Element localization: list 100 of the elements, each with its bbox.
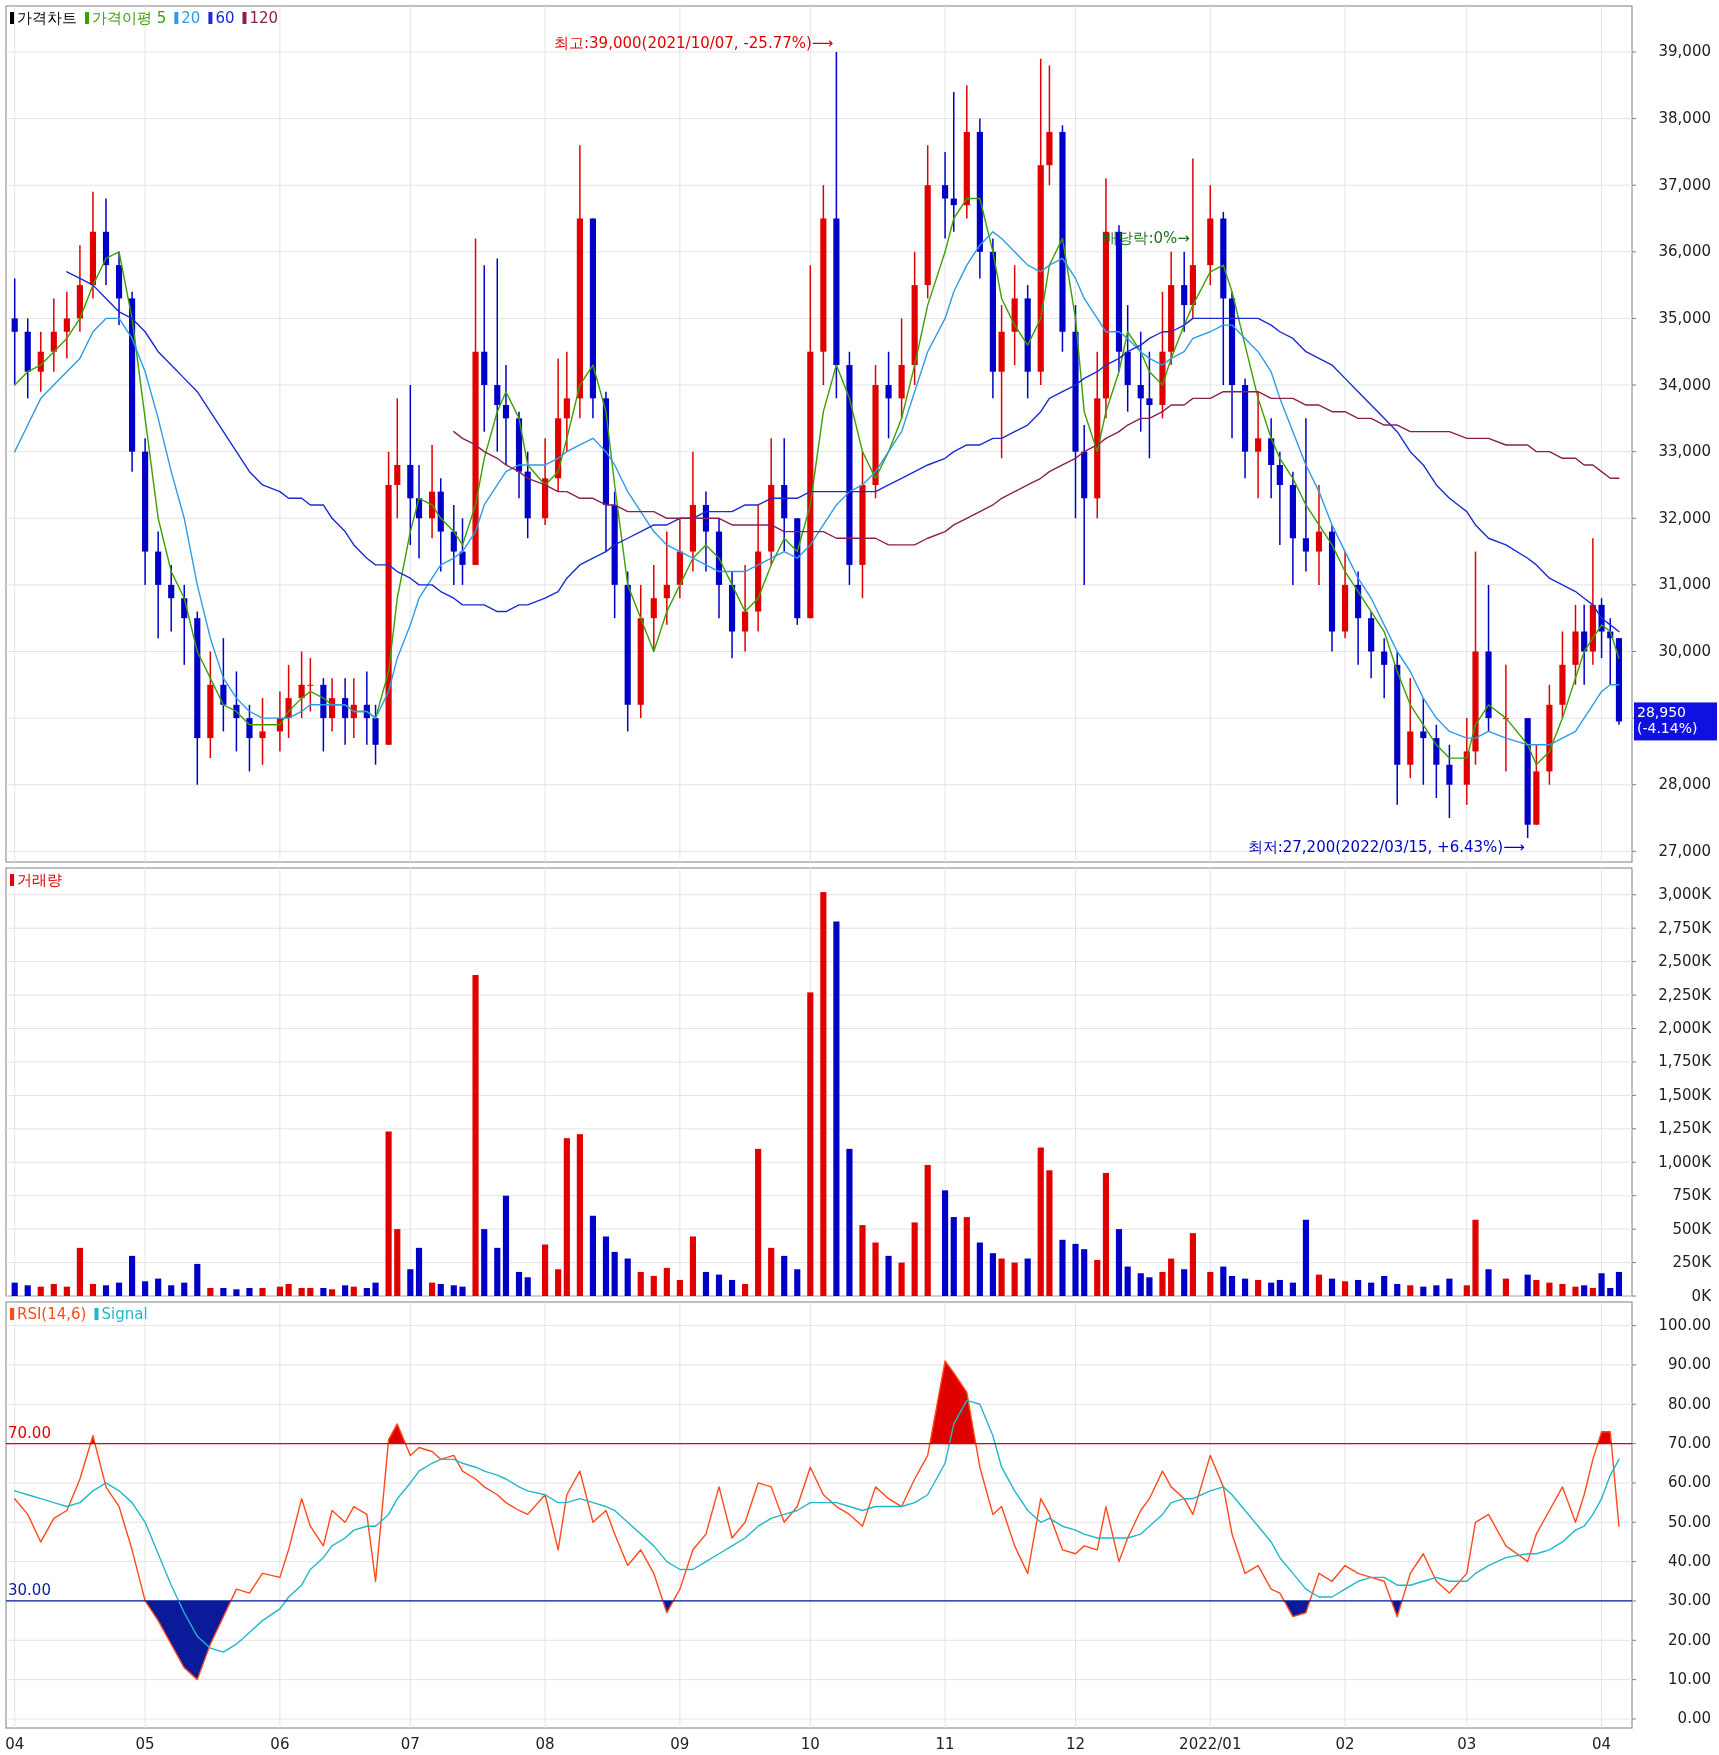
bar — [394, 1229, 401, 1296]
legend-label: 120 — [249, 8, 279, 27]
candlestick — [63, 291, 70, 360]
y-tick-label: 50.00 — [1668, 1512, 1711, 1531]
bar — [1268, 1282, 1275, 1296]
bar — [155, 1278, 162, 1296]
bar — [298, 1287, 305, 1296]
bar — [1589, 1287, 1596, 1296]
bar — [1446, 1278, 1453, 1296]
candlestick — [502, 364, 510, 466]
legend-label: 가격이평 5 — [92, 8, 167, 27]
bar — [742, 1283, 749, 1296]
ref-line-label: 30.00 — [8, 1581, 51, 1600]
bar — [372, 1282, 379, 1296]
bar — [702, 1271, 710, 1297]
y-tick-label: 27,000 — [1658, 841, 1711, 860]
line-series — [453, 391, 1620, 546]
y-tick-label: 0K — [1691, 1286, 1713, 1305]
bar — [276, 1286, 283, 1296]
bar — [320, 1287, 327, 1296]
y-tick-label: 35,000 — [1658, 308, 1711, 327]
y-tick-label: 500K — [1672, 1219, 1713, 1238]
bar — [602, 1236, 610, 1296]
bar — [1115, 1229, 1123, 1296]
bar — [1181, 1269, 1188, 1296]
bar — [259, 1287, 266, 1296]
bar — [1059, 1239, 1066, 1296]
bar — [976, 1242, 983, 1296]
y-tick-label: 39,000 — [1658, 42, 1711, 61]
bar — [924, 1164, 931, 1297]
bar — [1102, 1172, 1110, 1296]
legend-label: 60 — [215, 8, 235, 27]
bar — [689, 1236, 696, 1296]
bar — [542, 1244, 549, 1296]
bar — [898, 1262, 905, 1296]
bar — [1241, 1278, 1249, 1296]
candlestick — [1276, 450, 1283, 546]
bar — [872, 1242, 879, 1296]
bar — [102, 1285, 110, 1296]
y-tick-label: 80.00 — [1668, 1394, 1711, 1413]
bar — [194, 1263, 201, 1296]
x-tick-label: 07 — [400, 1734, 420, 1753]
bar — [1228, 1275, 1236, 1296]
y-tick-label: 60.00 — [1668, 1473, 1711, 1492]
bar — [76, 1247, 83, 1296]
bar — [1046, 1170, 1053, 1296]
y-tick-label: 0.00 — [1677, 1709, 1711, 1728]
legend-label: RSI(14,6) — [17, 1304, 87, 1323]
y-tick-label: 3,000K — [1658, 885, 1713, 904]
candlestick — [1302, 417, 1310, 573]
bar — [1533, 1279, 1540, 1296]
bar — [676, 1279, 683, 1296]
y-tick-label: 30,000 — [1658, 642, 1711, 660]
bar — [1137, 1273, 1144, 1296]
y-tick-label: 40.00 — [1668, 1552, 1711, 1571]
bar — [459, 1286, 466, 1296]
y-tick-label: 2,250K — [1658, 985, 1713, 1004]
candlestick — [1181, 251, 1188, 333]
candlestick — [168, 564, 175, 633]
bar — [168, 1285, 175, 1296]
y-tick-label: 33,000 — [1658, 442, 1711, 461]
bar — [363, 1287, 370, 1296]
legend-label: Signal — [101, 1304, 148, 1323]
bar — [50, 1283, 57, 1296]
bar — [524, 1277, 531, 1296]
bar — [63, 1286, 70, 1296]
x-tick-label: 05 — [135, 1734, 155, 1753]
bar — [233, 1289, 240, 1296]
bar — [1168, 1258, 1175, 1296]
bar — [1220, 1266, 1227, 1296]
candlestick — [11, 277, 18, 386]
bar — [1407, 1285, 1414, 1296]
bar — [515, 1271, 523, 1297]
candlestick — [1420, 697, 1427, 786]
x-tick-label: 09 — [670, 1734, 690, 1753]
bar — [1328, 1278, 1336, 1296]
bar — [285, 1283, 292, 1296]
bar — [1546, 1282, 1553, 1296]
x-tick-label: 08 — [535, 1734, 555, 1753]
y-tick-label: 28,000 — [1658, 775, 1711, 794]
bar — [859, 1225, 866, 1296]
bar — [820, 892, 827, 1296]
x-tick-label: 10 — [800, 1734, 820, 1753]
bar — [1394, 1283, 1401, 1296]
chart-title: 가격차트 — [17, 8, 77, 27]
candlestick — [1255, 390, 1262, 500]
candlestick — [50, 297, 57, 373]
bar — [1341, 1281, 1349, 1296]
bar — [1207, 1271, 1214, 1297]
y-tick-label: 750K — [1672, 1186, 1713, 1205]
y-tick-label: 20.00 — [1668, 1630, 1711, 1649]
candlestick — [885, 350, 892, 440]
legend-label: 20 — [181, 8, 201, 27]
bar — [1559, 1283, 1566, 1296]
y-tick-label: 1,250K — [1658, 1119, 1713, 1138]
y-tick-label: 1,000K — [1658, 1152, 1713, 1171]
bar — [1315, 1274, 1323, 1296]
x-tick-label: 11 — [935, 1734, 955, 1753]
bar — [1189, 1233, 1196, 1296]
candlestick — [742, 564, 749, 653]
